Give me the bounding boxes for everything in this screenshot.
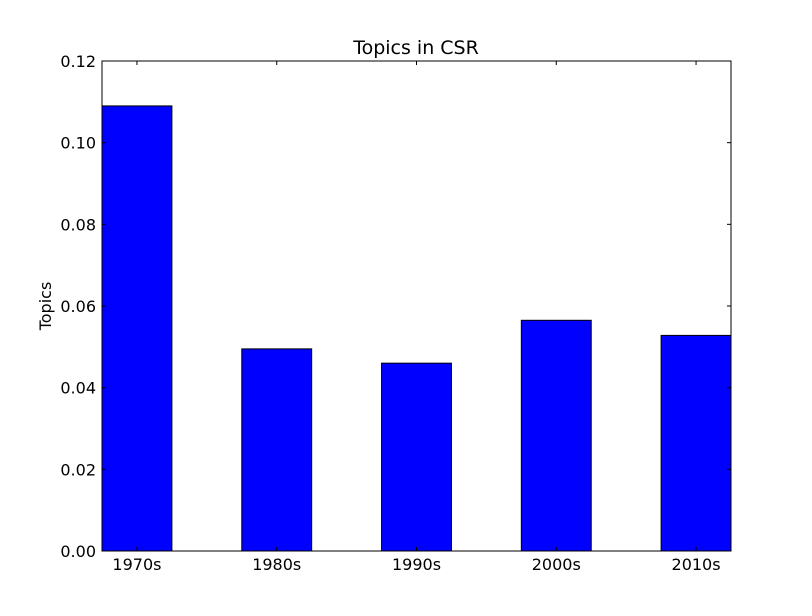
y-tick-label: 0.04 — [60, 379, 96, 398]
bar-1990s — [381, 362, 452, 552]
bar-1980s — [241, 348, 313, 552]
y-tick-label: 0.06 — [60, 297, 96, 316]
x-tick-label: 1980s — [252, 555, 301, 574]
bars-layer — [101, 105, 732, 552]
x-tick-label: 2000s — [532, 555, 581, 574]
bar-1970s — [101, 105, 173, 552]
bar-2010s — [660, 334, 732, 552]
plot-frame — [101, 60, 732, 552]
bar-2000s — [520, 319, 592, 552]
x-tick-label: 1970s — [112, 555, 161, 574]
x-tick-label: 2010s — [672, 555, 721, 574]
y-tick-label: 0.00 — [60, 542, 96, 561]
y-axis-label: Topics — [36, 282, 55, 332]
ticks-layer: 1970s 1980s 1990s 2000s 2010s 0.00 0.02 0.04 0.0… — [60, 52, 731, 574]
x-tick-label: 1990s — [392, 555, 441, 574]
chart-title: Topics in CSR — [352, 37, 479, 59]
y-tick-label: 0.02 — [60, 460, 96, 479]
y-tick-label: 0.12 — [60, 52, 96, 71]
y-tick-label: 0.08 — [60, 215, 96, 234]
y-tick-label: 0.10 — [60, 134, 96, 153]
